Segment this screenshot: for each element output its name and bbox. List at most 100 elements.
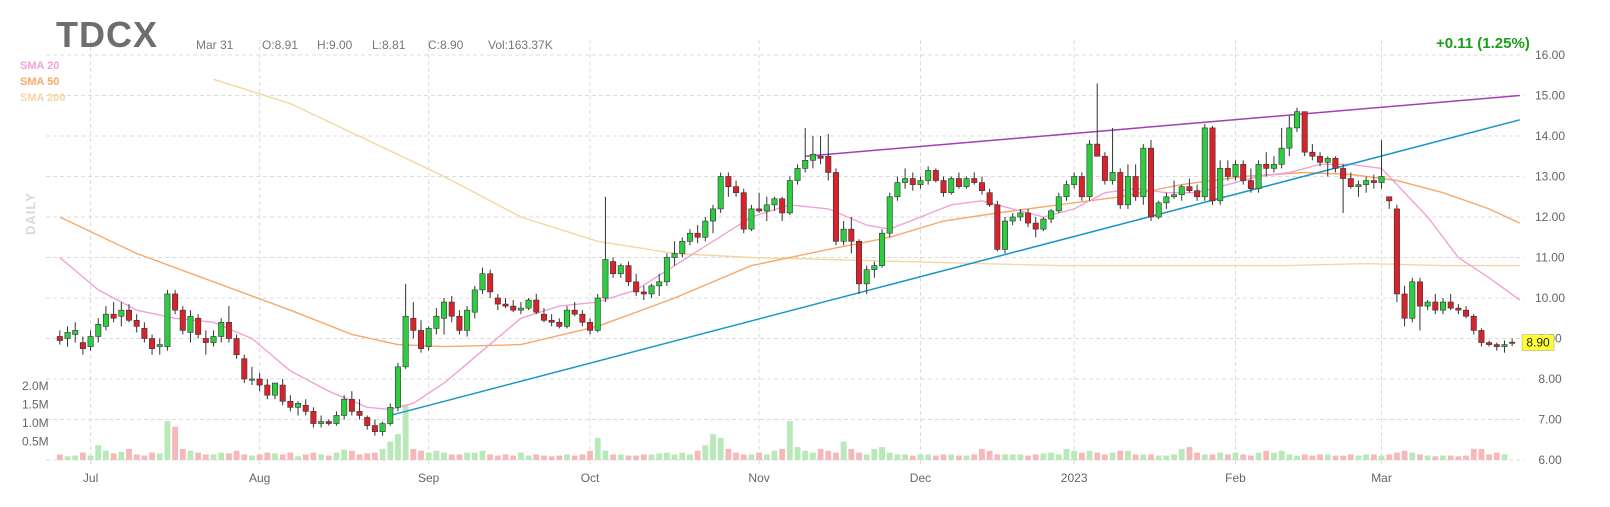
- volume-bar: [602, 450, 609, 460]
- candle-body: [264, 384, 271, 396]
- candle: [556, 318, 563, 329]
- volume-bar: [1071, 450, 1078, 460]
- volume-bar: [717, 437, 724, 460]
- candle: [433, 308, 440, 335]
- volume-bar: [1101, 454, 1108, 460]
- sma-200-line: [213, 78, 1520, 267]
- candle: [817, 136, 824, 165]
- volume-bar: [648, 454, 655, 460]
- candle-body: [479, 273, 486, 291]
- candle: [1148, 140, 1154, 222]
- candle: [794, 164, 801, 185]
- volume-bar: [1063, 448, 1070, 460]
- candle-body: [1232, 164, 1239, 177]
- grid: [46, 40, 1524, 465]
- candle-body: [1032, 222, 1039, 230]
- candle: [1094, 83, 1101, 157]
- candle: [925, 166, 932, 185]
- volume-bar: [141, 455, 148, 460]
- candle-body: [1332, 157, 1339, 169]
- candle-body: [279, 384, 286, 402]
- price-tick-label: 15.00: [1535, 89, 1565, 103]
- candle-body: [863, 269, 870, 285]
- candle: [702, 217, 709, 242]
- date-tick-label: Nov: [748, 471, 769, 485]
- candle-body: [1140, 147, 1147, 198]
- candle-body: [202, 338, 209, 343]
- volume-bar: [940, 454, 947, 460]
- volume-bar: [1317, 454, 1323, 460]
- candle: [717, 172, 724, 213]
- candle-body: [218, 321, 225, 337]
- candle: [1232, 160, 1239, 181]
- candle-body: [179, 309, 186, 331]
- candle-body: [456, 315, 463, 331]
- candle-body: [1040, 218, 1047, 230]
- candle: [648, 283, 655, 298]
- candle-body: [410, 317, 417, 331]
- candle-body: [1186, 186, 1193, 191]
- candle-body: [1355, 184, 1362, 187]
- candle-body: [1270, 164, 1277, 169]
- candle-body: [802, 160, 809, 169]
- volume-bar: [1125, 450, 1131, 460]
- candle: [418, 320, 424, 353]
- candle-body: [1155, 202, 1162, 218]
- candle-body: [932, 170, 939, 181]
- volume-bar: [371, 452, 378, 460]
- volume-bar: [494, 455, 501, 460]
- candle-body: [702, 220, 709, 238]
- volume-bar: [556, 455, 563, 460]
- candle-body: [971, 178, 978, 183]
- candle-body: [333, 415, 340, 424]
- volume-bar: [994, 454, 1001, 460]
- candle-body: [617, 265, 624, 275]
- candle: [118, 302, 125, 327]
- candle-body: [1025, 212, 1032, 224]
- candle: [1240, 160, 1247, 185]
- last-price-tag: 8.90: [1521, 334, 1555, 351]
- candle: [341, 395, 348, 420]
- candle-body: [648, 285, 655, 295]
- volume-bar: [487, 454, 494, 460]
- candle: [1363, 176, 1370, 193]
- volume-bar: [1463, 455, 1469, 460]
- volume-bar: [564, 454, 570, 460]
- volume-bar: [1493, 452, 1500, 460]
- candle: [902, 168, 909, 189]
- candle: [1424, 300, 1431, 311]
- candle: [64, 326, 71, 347]
- candle: [1155, 200, 1162, 220]
- candle: [533, 293, 540, 315]
- candle: [825, 133, 832, 181]
- volume-bar: [103, 450, 109, 460]
- candle: [302, 399, 309, 416]
- candle-body: [686, 232, 693, 242]
- volume-bar: [733, 452, 739, 460]
- candle-body: [894, 182, 901, 198]
- volume-bar: [833, 452, 839, 460]
- volume-bar: [1501, 454, 1508, 460]
- candle-body: [533, 299, 540, 313]
- candle: [763, 196, 770, 222]
- volume-bar: [955, 455, 962, 460]
- volume-bar: [195, 452, 202, 460]
- volume-bar: [510, 455, 517, 460]
- candle: [164, 289, 171, 351]
- candle: [95, 318, 102, 343]
- candle: [1209, 125, 1216, 205]
- candle-body: [1286, 127, 1293, 149]
- candle: [1447, 293, 1454, 311]
- candle-body: [656, 281, 663, 287]
- candle-body: [1048, 210, 1055, 220]
- volume-bar: [948, 454, 955, 460]
- volume-bar: [663, 452, 670, 460]
- volume-bar: [272, 453, 278, 460]
- candle: [1332, 156, 1339, 173]
- volume-bar: [1271, 452, 1277, 460]
- volume-bar: [502, 454, 509, 460]
- candle: [1340, 164, 1347, 213]
- candle-body: [79, 342, 86, 349]
- candle: [56, 330, 63, 345]
